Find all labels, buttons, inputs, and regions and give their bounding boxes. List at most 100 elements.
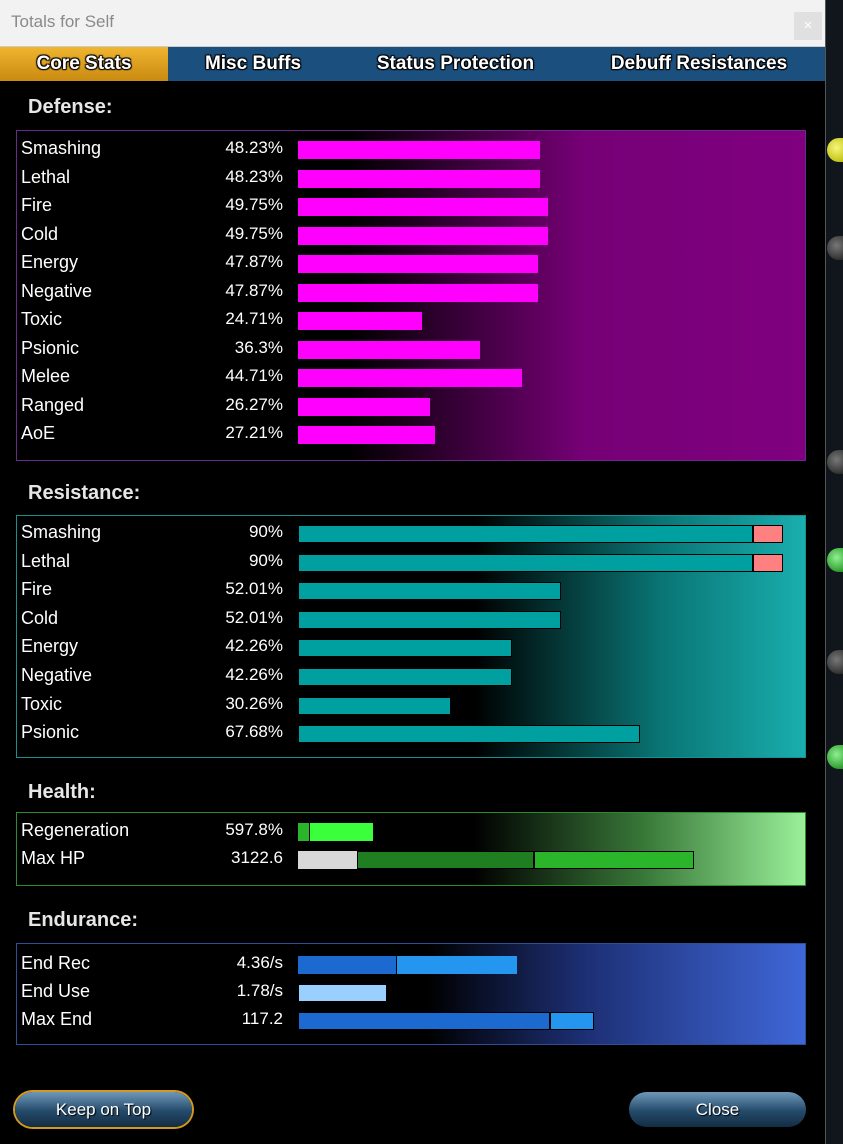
- endurance-value: 117.2: [241, 1009, 283, 1028]
- defense-value: 47.87%: [225, 280, 283, 300]
- resistance-bar: [298, 668, 512, 686]
- gray-orb-icon: [827, 236, 843, 260]
- tab-debuff-resistances[interactable]: Debuff Resistances: [610, 53, 788, 74]
- defense-bar: [298, 397, 430, 416]
- resistance-value: 90%: [248, 550, 283, 570]
- defense-row-psionic: Psionic 36.3%: [17, 335, 805, 363]
- defense-label: Energy: [21, 252, 79, 272]
- defense-label: Psionic: [21, 337, 80, 358]
- resistance-title: Resistance:: [28, 482, 141, 504]
- health-label: Regeneration: [21, 820, 130, 840]
- keep-on-top-button[interactable]: Keep on Top: [15, 1092, 192, 1127]
- resistance-label: Energy: [21, 636, 79, 657]
- resistance-row-negative: Negative 42.26%: [17, 662, 805, 690]
- resistance-bar: [298, 553, 753, 572]
- defense-bar: [298, 226, 548, 245]
- max-hp-bar: [357, 851, 534, 869]
- resistance-label: Lethal: [21, 550, 71, 571]
- defense-bar: [298, 198, 548, 216]
- resistance-panel: Smashing 90% Lethal 90% Fire 52.01% Cold 52.01%…: [16, 515, 806, 758]
- tab-bar: Core Stats Misc Buffs Status Protection …: [0, 47, 825, 81]
- max-end-bonus-bar: [550, 1012, 594, 1030]
- health-title: Health:: [28, 781, 96, 803]
- end-use-bar: [298, 984, 387, 1002]
- resistance-row-smashing: Smashing 90%: [17, 519, 805, 547]
- resistance-row-toxic: Toxic 30.26%: [17, 691, 805, 719]
- defense-bar: [298, 283, 539, 302]
- tab-misc-buffs[interactable]: Misc Buffs: [204, 53, 302, 74]
- defense-label: Smashing: [21, 138, 102, 158]
- defense-panel: Smashing 48.23% Lethal 48.23% Fire 49.75% Cold…: [16, 130, 806, 461]
- yellow-orb-icon: [827, 138, 843, 162]
- resistance-bar: [298, 725, 641, 744]
- resistance-row-fire: Fire 52.01%: [17, 576, 805, 604]
- defense-label: Melee: [21, 366, 71, 386]
- defense-label: Lethal: [21, 166, 71, 187]
- defense-value: 48.23%: [225, 138, 283, 157]
- green-orb-icon: [827, 745, 843, 769]
- defense-value: 24.71%: [225, 309, 283, 328]
- tab-status-protection[interactable]: Status Protection: [376, 53, 535, 74]
- endurance-label: End Use: [21, 981, 91, 1001]
- defense-row-cold: Cold 49.75%: [17, 221, 805, 249]
- resistance-row-energy: Energy 42.26%: [17, 633, 805, 661]
- resistance-label: Psionic: [21, 722, 80, 743]
- defense-row-lethal: Lethal 48.23%: [17, 164, 805, 192]
- endurance-label: End Rec: [21, 953, 91, 973]
- resistance-label: Toxic: [21, 693, 63, 714]
- endurance-panel: End Rec 4.36/s End Use 1.78/s Max End 117.2: [16, 943, 806, 1045]
- title-bar: Totals for Self ×: [0, 0, 825, 47]
- resistance-bar: [298, 582, 561, 601]
- endurance-row-max-end: Max End 117.2: [17, 1006, 805, 1034]
- window-title: Totals for Self: [11, 12, 114, 31]
- defense-row-melee: Melee 44.71%: [17, 363, 805, 391]
- resistance-row-psionic: Psionic 67.68%: [17, 719, 805, 747]
- resistance-label: Fire: [21, 579, 52, 600]
- resistance-value: 67.68%: [225, 722, 283, 742]
- green-orb-icon: [827, 548, 843, 572]
- regeneration-bar: [309, 823, 373, 841]
- health-label: Max HP: [21, 848, 86, 868]
- tab-core-stats[interactable]: Core Stats: [0, 47, 168, 81]
- health-row-max-hp: Max HP 3122.6: [17, 845, 805, 873]
- health-value: 597.8%: [225, 820, 283, 839]
- defense-value: 48.23%: [225, 166, 283, 186]
- resistance-value: 42.26%: [225, 665, 283, 684]
- resistance-excess-bar: [753, 525, 783, 543]
- defense-bar: [298, 369, 523, 387]
- close-icon[interactable]: ×: [794, 12, 822, 40]
- resistance-label: Smashing: [21, 522, 102, 542]
- defense-row-smashing: Smashing 48.23%: [17, 135, 805, 163]
- resistance-row-cold: Cold 52.01%: [17, 605, 805, 633]
- defense-bar: [298, 312, 423, 330]
- defense-bar: [298, 340, 481, 359]
- defense-label: Negative: [21, 280, 93, 301]
- end-rec-base-bar: [298, 956, 396, 974]
- background-window-edge: [826, 0, 843, 1144]
- defense-label: AoE: [21, 423, 56, 443]
- max-hp-bonus-bar: [534, 851, 694, 869]
- resistance-value: 90%: [248, 522, 283, 541]
- resistance-value: 52.01%: [225, 607, 283, 627]
- resistance-bar: [298, 610, 561, 629]
- defense-title: Defense:: [28, 96, 113, 118]
- close-button[interactable]: Close: [629, 1092, 806, 1127]
- health-row-regeneration: Regeneration 597.8%: [17, 817, 805, 845]
- defense-row-negative: Negative 47.87%: [17, 278, 805, 306]
- gray-orb-icon: [827, 650, 843, 674]
- regeneration-base-bar: [298, 823, 309, 841]
- defense-label: Fire: [21, 195, 52, 215]
- resistance-excess-bar: [753, 553, 783, 572]
- defense-row-ranged: Ranged 26.27%: [17, 392, 805, 420]
- health-panel: Regeneration 597.8% Max HP 3122.6: [16, 812, 806, 886]
- max-hp-base-bar: [298, 851, 357, 869]
- resistance-bar: [298, 639, 512, 658]
- defense-value: 26.27%: [225, 394, 283, 414]
- defense-row-energy: Energy 47.87%: [17, 249, 805, 277]
- defense-bar: [298, 426, 435, 444]
- resistance-value: 30.26%: [225, 693, 283, 713]
- max-end-bar: [298, 1012, 550, 1030]
- defense-bar: [298, 141, 541, 159]
- defense-value: 27.21%: [225, 423, 283, 442]
- defense-label: Ranged: [21, 394, 85, 415]
